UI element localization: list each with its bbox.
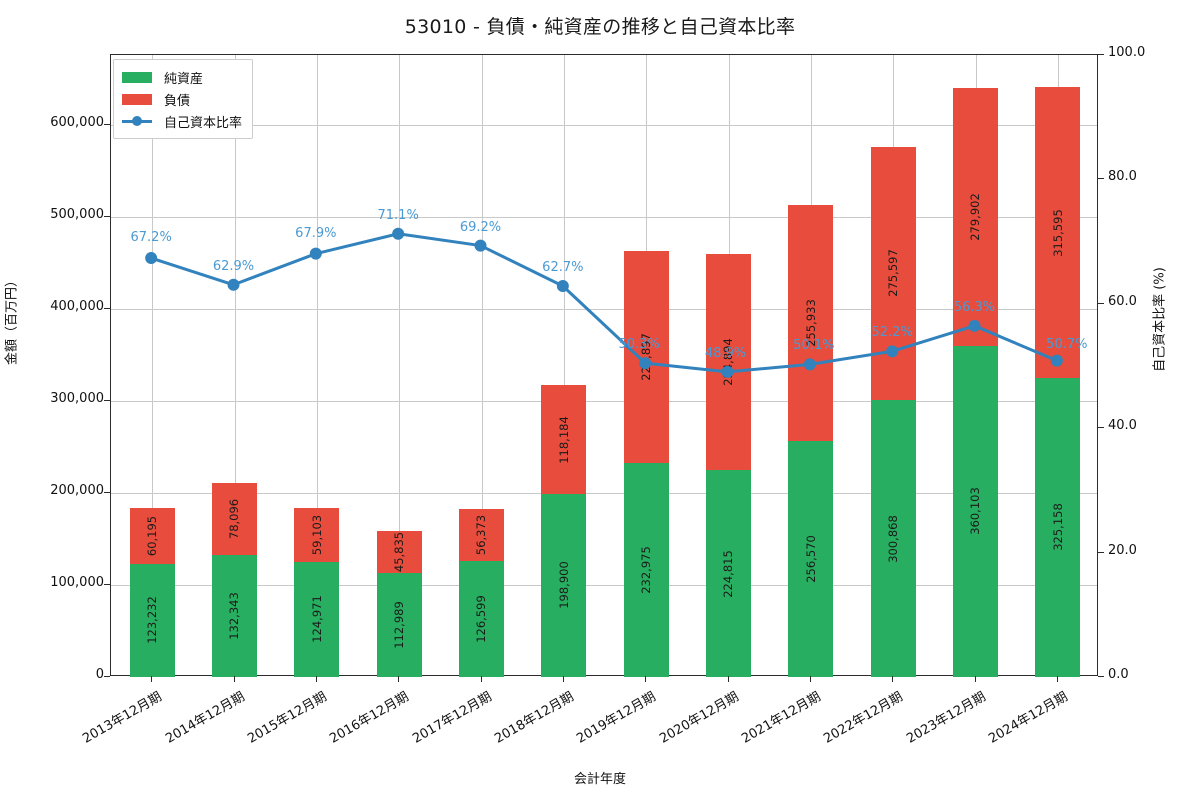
line-point-value-label: 50.1% — [793, 338, 835, 354]
bar-segment-liabilities[interactable]: 118,184 — [541, 385, 587, 494]
bar-segment-net-assets[interactable]: 325,158 — [1035, 377, 1081, 677]
y-axis-left-tick-label: 200,000 — [50, 482, 104, 498]
bar-segment-net-assets[interactable]: 132,343 — [211, 555, 258, 677]
y-axis-right-tick-mark — [1098, 302, 1104, 304]
x-axis-label: 会計年度 — [573, 772, 626, 787]
bar-segment-net-assets[interactable]: 300,868 — [870, 400, 916, 677]
chart-title: 53010 - 負債・純資産の推移と自己資本比率 — [404, 16, 796, 38]
bar-segment-net-assets[interactable]: 232,975 — [623, 462, 669, 677]
bar-segment-net-assets[interactable]: 126,599 — [458, 560, 505, 677]
stacked-bar[interactable]: 59,103 124,971 — [294, 507, 340, 677]
y-axis-right-tick-label: 0.0 — [1108, 667, 1129, 682]
y-axis-right-tick-mark — [1098, 178, 1104, 180]
y-axis-left-tick-mark — [104, 491, 110, 493]
x-axis-tick-mark — [892, 676, 894, 682]
y-axis-left-tick-label: 500,000 — [50, 206, 104, 222]
y-axis-right-tick-label: 80.0 — [1108, 169, 1137, 185]
x-axis-tick-mark — [562, 676, 564, 682]
x-axis-tick-mark — [151, 676, 153, 682]
legend-item-equity-ratio[interactable]: 自己資本比率 — [122, 110, 242, 132]
y-axis-left-tick-label: 300,000 — [50, 390, 104, 406]
legend-item-liabilities[interactable]: 負債 — [122, 88, 242, 110]
y-axis-left-tick-label: 600,000 — [50, 114, 104, 130]
x-axis-tick-mark — [974, 676, 976, 682]
y-axis-right-tick-mark — [1098, 551, 1104, 553]
legend-swatch-icon — [122, 71, 152, 83]
y-axis-left-tick-label: 400,000 — [50, 298, 104, 314]
bar-segment-liabilities[interactable]: 45,835 — [376, 530, 422, 574]
line-point-value-label: 67.2% — [130, 230, 172, 246]
y-axis-left-tick-mark — [104, 583, 110, 585]
x-axis-tick-mark — [480, 676, 482, 682]
bar-segment-net-assets[interactable]: 256,570 — [788, 440, 834, 677]
y-axis-right-tick-label: 100.0 — [1108, 45, 1146, 60]
legend-item-label: 純資産 — [164, 71, 204, 87]
gridline-horizontal — [111, 400, 1097, 402]
bar-segment-liabilities[interactable]: 78,096 — [211, 483, 258, 556]
y-axis-left-tick-label: 100,000 — [50, 574, 104, 590]
x-axis-tick-mark — [645, 676, 647, 682]
x-axis-tick-mark — [398, 676, 400, 682]
y-axis-right-tick-label: 20.0 — [1108, 542, 1137, 558]
bar-value-label: 60,195 — [145, 515, 160, 557]
line-point-value-label: 50.3% — [618, 337, 660, 353]
x-axis-tick-mark — [233, 676, 235, 682]
line-point-value-label: 52.2% — [871, 325, 913, 341]
line-point-value-label: 71.1% — [377, 207, 419, 223]
y-axis-left-tick-label: 0 — [95, 667, 104, 682]
bar-segment-net-assets[interactable]: 198,900 — [541, 493, 587, 677]
y-axis-left-tick-mark — [104, 123, 110, 125]
legend-swatch-icon — [122, 93, 152, 105]
stacked-bar[interactable]: 118,184 198,900 — [541, 385, 587, 677]
bar-segment-liabilities[interactable]: 56,373 — [458, 508, 505, 561]
y-axis-left-tick-mark — [104, 399, 110, 401]
legend-item-label: 自己資本比率 — [164, 115, 243, 131]
y-axis-right-tick-mark — [1098, 427, 1104, 429]
gridline-horizontal — [111, 124, 1097, 126]
line-point-value-label: 48.9% — [704, 345, 747, 361]
bar-segment-net-assets[interactable]: 360,103 — [952, 345, 999, 677]
x-axis-tick-mark — [727, 676, 729, 682]
line-point-value-label: 69.2% — [459, 219, 502, 235]
y-axis-left-label: 金額（百万円） — [4, 274, 20, 366]
gridline-horizontal — [111, 492, 1097, 494]
line-point-value-label: 50.7% — [1046, 336, 1088, 352]
x-axis-tick-mark — [1056, 676, 1058, 682]
y-axis-left-tick-mark — [104, 307, 110, 309]
y-axis-right-tick-mark — [1098, 676, 1104, 677]
legend-item-net-assets[interactable]: 純資産 — [122, 66, 242, 88]
bar-segment-liabilities[interactable]: 60,195 — [129, 508, 175, 564]
line-point-value-label: 67.9% — [295, 225, 337, 241]
y-axis-right-label: 自己資本比率 (%) — [1152, 267, 1168, 372]
gridline-horizontal — [111, 584, 1097, 586]
gridline-horizontal — [111, 216, 1097, 218]
bar-segment-liabilities[interactable]: 59,103 — [294, 507, 340, 562]
x-axis-tick-mark — [809, 676, 811, 682]
plot-area: 60,195 123,232 78,096 132,343 59,103 124,971 4… — [110, 54, 1098, 677]
line-point-value-label: 62.9% — [212, 258, 255, 274]
y-axis-right-tick-mark — [1098, 54, 1104, 55]
y-axis-left-tick-mark — [104, 676, 110, 677]
y-axis-right-tick-label: 40.0 — [1108, 418, 1137, 434]
bar-segment-net-assets[interactable]: 123,232 — [129, 563, 175, 677]
stacked-bar[interactable]: 60,195 123,232 — [129, 508, 175, 677]
stacked-bar[interactable]: 56,373 126,599 — [458, 508, 505, 677]
legend-line-marker-icon — [122, 116, 152, 127]
legend[interactable]: 純資産 負債 自己資本比率 — [113, 59, 254, 139]
x-axis-tick-label: 2013年12月期 — [80, 689, 165, 747]
x-axis-tick-mark — [315, 676, 317, 682]
stacked-bar[interactable]: 45,835 112,989 — [376, 530, 422, 677]
line-series-layer — [221, 109, 1200, 731]
bar-value-label: 123,232 — [145, 596, 160, 645]
line-point-value-label: 56.3% — [953, 299, 996, 315]
legend-item-label: 負債 — [164, 93, 191, 109]
y-axis-right-tick-label: 60.0 — [1108, 293, 1137, 309]
stacked-bar[interactable]: 78,096 132,343 — [211, 483, 258, 677]
line-point-value-label: 62.7% — [542, 260, 584, 275]
y-axis-left-tick-mark — [104, 215, 110, 217]
bar-segment-net-assets[interactable]: 124,971 — [294, 562, 340, 677]
bar-segment-net-assets[interactable]: 112,989 — [376, 573, 422, 677]
bar-segment-net-assets[interactable]: 224,815 — [705, 470, 752, 677]
